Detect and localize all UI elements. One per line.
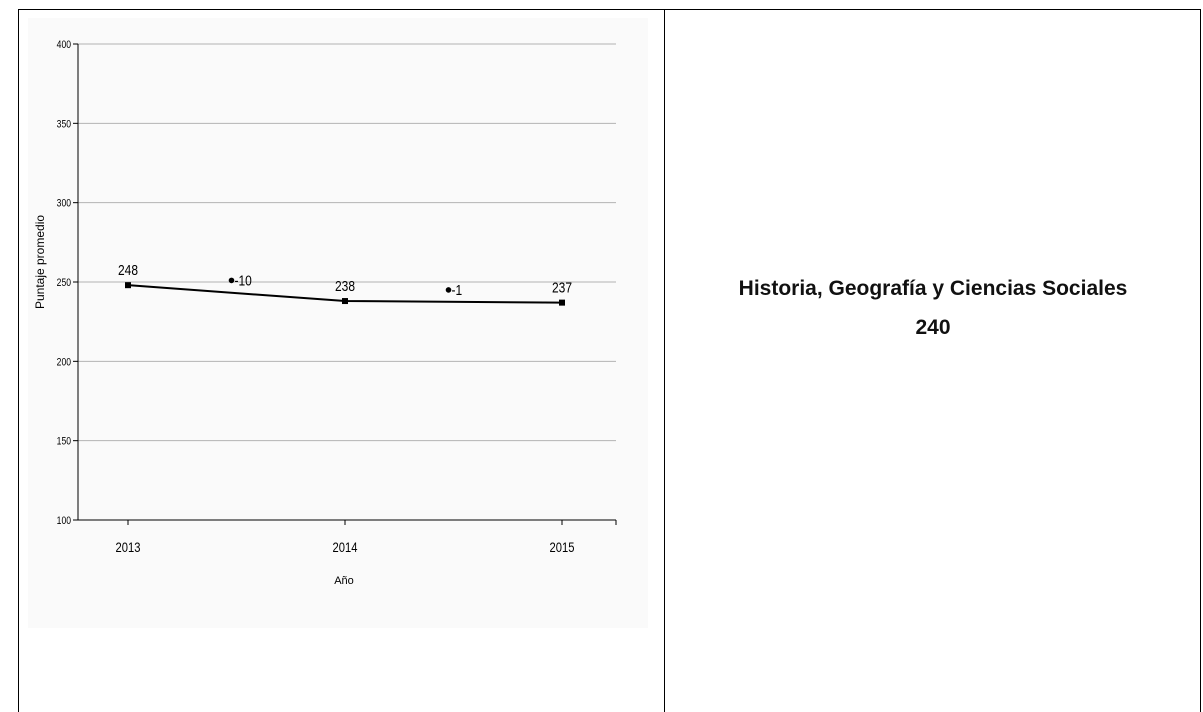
subject-score: 240 <box>915 315 951 339</box>
difference-marker-2 <box>445 287 452 293</box>
data-point-2015 <box>559 299 565 306</box>
data-label-2013: 248 <box>118 262 138 279</box>
y-tick-label-100: 100 <box>57 515 72 527</box>
data-point-2013 <box>125 282 131 289</box>
data-label-2015: 237 <box>552 279 572 296</box>
chart-panel: 100 150 200 250 300 350 400 2013 2014 2015 Año Punt… <box>28 18 648 628</box>
y-tick-label-200: 200 <box>57 356 72 368</box>
y-axis-label: Puntaje promedio <box>33 215 47 309</box>
line-chart: 100 150 200 250 300 350 400 2013 2014 2015 Año Punt… <box>33 39 617 587</box>
y-tick-label-150: 150 <box>57 436 72 448</box>
data-label-2014: 238 <box>335 278 355 295</box>
x-tick-label-2013: 2013 <box>116 540 141 555</box>
subject-name: Historia, Geografía y Ciencias Sociales <box>738 277 1128 300</box>
difference-label-2: -1 <box>452 282 463 299</box>
difference-marker-1 <box>228 277 235 284</box>
x-tick-label-2014: 2014 <box>333 540 358 555</box>
x-axis-label: Año <box>334 575 354 587</box>
x-tick-label-2015: 2015 <box>550 540 575 555</box>
y-tick-label-400: 400 <box>57 39 72 51</box>
y-tick-label-300: 300 <box>57 198 72 210</box>
subject-summary: Historia, Geografía y Ciencias Sociales … <box>665 270 1201 348</box>
table-column-divider <box>664 9 665 712</box>
data-point-2014 <box>342 298 348 305</box>
table-frame <box>18 9 1201 712</box>
y-tick-label-350: 350 <box>57 118 72 130</box>
y-tick-label-250: 250 <box>57 277 72 289</box>
difference-label-1: -10 <box>235 272 253 289</box>
